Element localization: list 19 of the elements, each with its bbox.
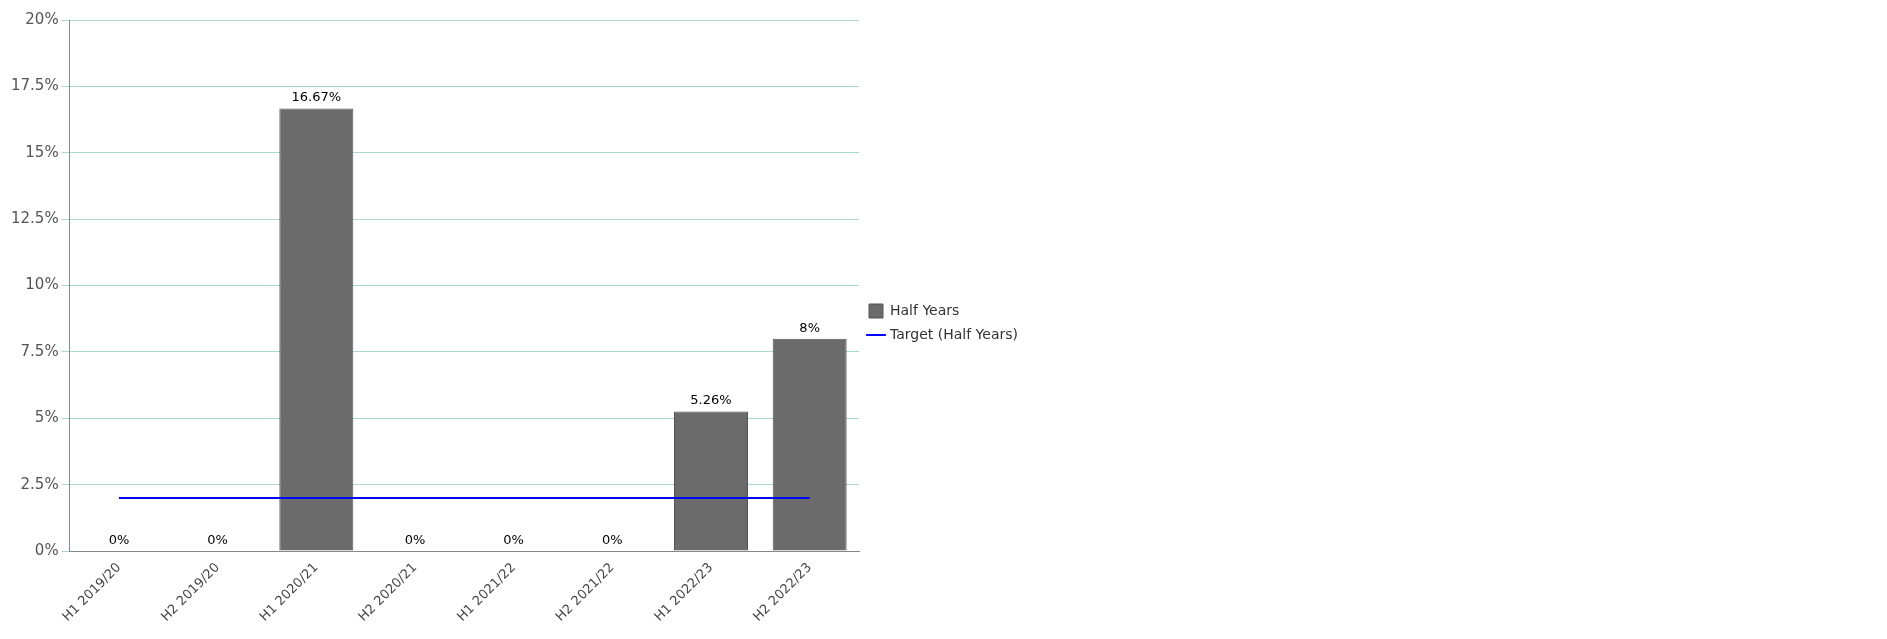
data-label: 0% [503, 531, 524, 547]
data-label: 0% [108, 531, 130, 547]
data-label: 8% [799, 319, 820, 335]
data-label: 0% [602, 531, 623, 547]
y-tick-label: 7.5% [20, 341, 59, 360]
y-tick-label: 20% [25, 9, 59, 28]
legend-label: Target (Half Years) [889, 325, 1018, 342]
y-tick-label: 12.5% [11, 209, 59, 228]
data-label: 5.26% [690, 392, 732, 408]
y-tick-label: 15% [25, 142, 59, 161]
data-label: 0% [207, 531, 228, 547]
data-label: 0% [404, 531, 426, 547]
data-label: 16.67% [291, 89, 342, 105]
y-tick-label: 2.5% [20, 474, 59, 493]
y-tick-label: 5% [34, 408, 59, 427]
y-tick-label: 0% [34, 540, 59, 559]
legend-label: Half Years [890, 301, 960, 318]
y-tick-label: 10% [25, 275, 59, 294]
y-tick-label: 17.5% [11, 76, 59, 95]
